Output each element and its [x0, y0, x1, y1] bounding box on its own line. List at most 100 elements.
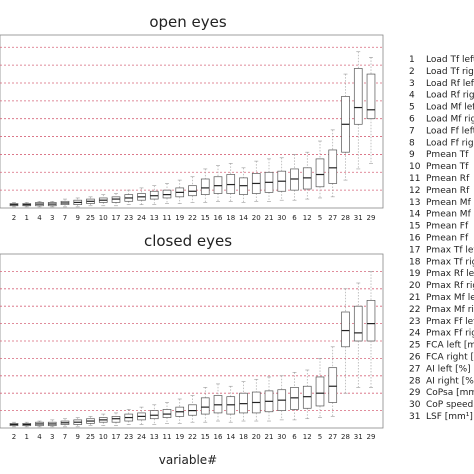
legend-label: Pmax Tf left	[426, 245, 474, 255]
box-5	[315, 140, 325, 199]
box-9	[73, 197, 83, 208]
box-iqr	[200, 178, 210, 195]
legend-number: 18	[409, 257, 421, 267]
legend-number: 4	[409, 91, 415, 101]
x-tick-label: 21	[265, 433, 274, 441]
box-9	[73, 417, 83, 428]
legend-number: 1	[409, 55, 415, 65]
x-tick-label: 23	[124, 433, 133, 441]
box-iqr	[353, 68, 363, 125]
x-tick-label: 7	[63, 214, 67, 222]
legend-entry: 1 Load Tf left	[409, 55, 474, 65]
box-22	[188, 395, 197, 423]
legend-label: Load Rf right	[426, 91, 474, 101]
legend-number: 10	[409, 162, 421, 172]
legend-number: 12	[409, 186, 420, 196]
x-tick-label: 19	[175, 433, 184, 441]
box-12	[302, 151, 312, 200]
legend-label: FCA left [mm²]	[426, 341, 474, 351]
box-27	[328, 129, 338, 198]
x-tick-label: 12	[303, 433, 312, 441]
legend-number: 8	[409, 138, 415, 148]
x-tick-label: 11	[163, 433, 172, 441]
box-16	[213, 383, 223, 422]
legend-entry: 28 AI right [%]	[409, 376, 474, 386]
box-21	[264, 376, 274, 422]
box-25	[86, 416, 95, 426]
x-tick-label: 5	[318, 433, 322, 441]
box-10	[98, 413, 108, 426]
legend-entry: 10 Pmean Tf	[409, 162, 469, 172]
box-24	[137, 406, 146, 425]
x-tick-label: 19	[175, 214, 184, 222]
legend-label: FCA right [mm²]	[426, 353, 474, 363]
title-open-eyes: open eyes	[149, 13, 227, 31]
legend-number: 19	[409, 269, 421, 279]
box-5	[315, 358, 325, 418]
legend-number: 25	[409, 341, 420, 351]
box-iqr	[328, 149, 338, 184]
x-tick-label: 9	[76, 214, 80, 222]
legend-number: 26	[409, 353, 421, 363]
x-tick-label: 18	[226, 214, 235, 222]
x-tick-label: 13	[150, 214, 159, 222]
box-iqr	[366, 300, 376, 342]
box-28	[341, 288, 350, 394]
legend-label: Load Ff left	[426, 126, 474, 136]
x-tick-label: 29	[367, 214, 376, 222]
legend-label: LSF [mm¹]	[426, 412, 473, 422]
legend-entry: 18 Pmax Tf right	[409, 257, 474, 267]
x-tick-label: 22	[188, 433, 197, 441]
box-25	[86, 196, 95, 207]
box-4	[35, 201, 44, 208]
box-31	[353, 282, 363, 388]
legend-label: Load Tf right	[426, 67, 474, 77]
box-iqr	[200, 397, 210, 415]
box-iqr	[341, 311, 350, 348]
x-tick-label: 3	[50, 214, 54, 222]
legend-number: 29	[409, 388, 421, 398]
legend-number: 28	[409, 376, 421, 386]
box-23	[124, 409, 134, 425]
legend-entry: 26 FCA right [mm²]	[409, 353, 474, 363]
legend-entry: 12 Pmean Rf	[409, 186, 470, 196]
legend-label: CoPsa [mm]	[426, 388, 474, 398]
legend-label: Pmax Ff right	[426, 329, 474, 339]
box-30	[277, 375, 287, 421]
legend-number: 24	[409, 329, 421, 339]
legend-entry: 22 Pmax Mf right	[409, 305, 474, 315]
legend-entry: 29 CoPsa [mm]	[409, 388, 474, 398]
x-tick-label: 10	[99, 214, 108, 222]
x-tick-label: 11	[163, 214, 172, 222]
legend-entry: 25 FCA left [mm²]	[409, 341, 474, 351]
box-6	[290, 154, 299, 201]
legend-number: 17	[409, 245, 420, 255]
legend-number: 15	[409, 222, 420, 232]
box-14	[239, 167, 248, 203]
box-18	[239, 381, 248, 422]
legend-entry: 31 LSF [mm¹]	[409, 412, 473, 422]
legend-label: Pmean Tf	[426, 150, 469, 160]
x-tick-label: 27	[328, 214, 337, 222]
legend-label: Pmax Mf right	[426, 305, 474, 315]
panel-open-eyes: 2 1 4 3 7 9 25 10 17 23 24 13 11 19 22 15 16 18 14 20 21 30 6 1…	[0, 34, 384, 222]
box-29	[366, 271, 376, 388]
legend-entry: 13 Pmean Mf	[409, 198, 472, 208]
x-tick-label: 29	[367, 433, 376, 441]
legend-number: 9	[409, 150, 415, 160]
box-29	[366, 57, 376, 164]
legend-entry: 16 Pmean Ff	[409, 234, 469, 244]
x-tick-label: 28	[341, 433, 350, 441]
box-18	[226, 163, 236, 202]
box-iqr	[366, 73, 376, 120]
legend-label: AI right [%]	[426, 376, 474, 386]
legend-number: 30	[409, 400, 421, 410]
x-tick-label: 10	[99, 433, 108, 441]
legend-number: 27	[409, 364, 420, 374]
legend-entry: 21 Pmax Mf left	[409, 293, 474, 303]
legend-number: 11	[409, 174, 420, 184]
x-tick-label: 16	[214, 214, 223, 222]
box-iqr	[315, 158, 325, 188]
box-27	[328, 346, 338, 417]
